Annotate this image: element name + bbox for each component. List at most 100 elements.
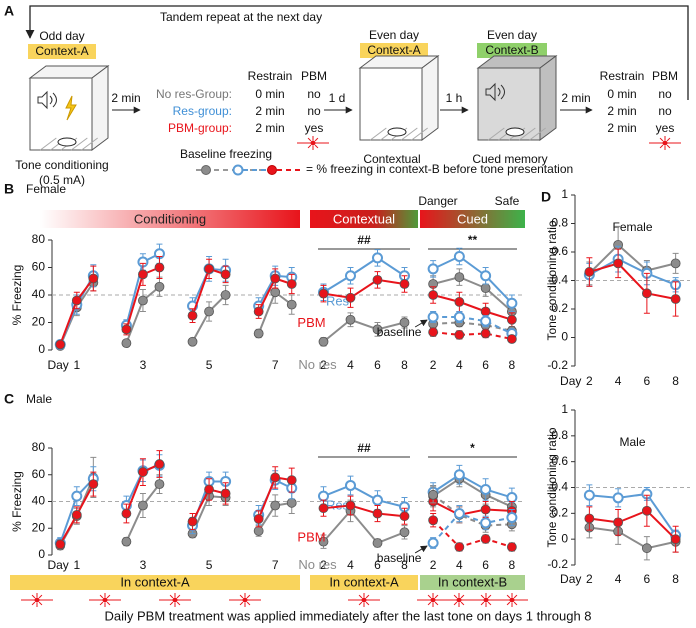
pbm-icon	[246, 594, 251, 599]
data-point	[428, 290, 439, 300]
speaker	[485, 82, 505, 102]
data-point	[670, 258, 681, 269]
shock	[65, 95, 77, 121]
significance: **	[468, 233, 478, 247]
x-tick-label: 6	[374, 358, 381, 372]
pbm-icon	[239, 594, 244, 599]
data-point	[55, 339, 66, 350]
data-point	[454, 272, 465, 283]
y-tick-label: 0	[38, 342, 45, 356]
table-header: Restrain	[600, 69, 645, 83]
data-point	[345, 500, 356, 511]
phase-bar	[40, 210, 300, 228]
x-tick-label: 4	[615, 572, 622, 586]
context-bar	[10, 575, 300, 590]
data-point	[670, 294, 681, 304]
x-tick-label: 1	[73, 558, 80, 572]
pbm-icon	[480, 601, 485, 606]
data-point	[270, 287, 281, 298]
annotation: baseline	[377, 325, 422, 339]
data-point	[613, 517, 624, 528]
repeat-label: Tandem repeat at the next day	[160, 10, 322, 24]
table-cell: 0 min	[607, 87, 636, 101]
table-header: PBM	[301, 69, 327, 83]
step-caption: Cued memory	[472, 152, 547, 166]
data-point	[318, 536, 329, 547]
context-box	[360, 43, 428, 58]
grid-floor	[488, 127, 505, 141]
annotation: baseline	[377, 551, 422, 565]
x-tick-label: 4	[456, 358, 463, 372]
y-tick-label: 80	[32, 440, 46, 454]
series-line	[432, 276, 513, 313]
data-point	[270, 472, 281, 483]
x-tick-label: 5	[206, 358, 213, 372]
data-point	[428, 489, 439, 500]
panel-label: B	[4, 181, 14, 197]
pbm-icon	[427, 594, 432, 599]
data-point	[187, 336, 198, 347]
y-tick-label: 0.4	[551, 480, 568, 494]
pbm-icon	[99, 601, 104, 606]
data-point	[427, 537, 439, 549]
x-tick-label: 2	[430, 358, 437, 372]
arrow-label: 1 d	[329, 91, 346, 105]
y-tick-label: 0.2	[551, 506, 568, 520]
data-point	[71, 509, 82, 520]
series-line	[322, 318, 405, 343]
data-point	[121, 324, 132, 335]
pbm-icon	[169, 594, 174, 599]
data-point	[480, 306, 491, 317]
table-cell: no	[307, 104, 321, 118]
data-point	[584, 267, 595, 277]
pbm-icon	[358, 594, 363, 599]
chart-title: Male	[619, 435, 645, 449]
group-name: No res-Group:	[156, 87, 232, 101]
pbm-icon	[662, 140, 668, 146]
x-tick-label: 8	[509, 558, 516, 572]
data-point	[318, 503, 329, 514]
data-point	[670, 534, 681, 545]
data-point	[480, 283, 491, 294]
y-tick-label: 0.4	[551, 273, 568, 287]
data-point	[204, 484, 214, 495]
series-line	[432, 477, 513, 508]
x-tick-label: 1	[73, 358, 80, 372]
data-point	[480, 270, 492, 282]
data-point	[641, 505, 652, 516]
pbm-icon	[172, 597, 178, 603]
pbm-icon	[453, 594, 458, 599]
panel-label: C	[4, 391, 14, 407]
x-axis-label: Day	[560, 572, 581, 586]
data-point	[480, 517, 492, 529]
step-caption: Tone conditioning	[15, 158, 108, 172]
mouse	[387, 127, 407, 137]
series-label: PBM	[297, 315, 325, 330]
series-line	[432, 473, 513, 499]
series-line	[432, 494, 512, 527]
pbm-icon	[659, 144, 664, 149]
chamber-side	[539, 55, 557, 141]
y-tick-label: -0.2	[547, 557, 568, 571]
chart-title: Female	[612, 220, 652, 234]
pbm-icon	[453, 601, 458, 606]
arrow-label: 2 min	[561, 91, 590, 105]
data-point	[286, 299, 297, 310]
data-point	[399, 511, 410, 522]
series-line	[323, 484, 405, 508]
x-tick-label: 8	[672, 572, 679, 586]
step-caption: (0.5 mA)	[39, 173, 85, 187]
pbm-icon	[106, 601, 111, 606]
pbm-icon	[307, 137, 312, 142]
series-line	[433, 316, 513, 335]
x-tick-label: 6	[644, 572, 651, 586]
context-label: Context-A	[367, 43, 420, 57]
series-label: Res	[326, 498, 350, 513]
data-point	[345, 292, 356, 303]
data-point	[506, 512, 518, 524]
data-point	[454, 296, 465, 307]
pbm-icon	[38, 601, 43, 606]
series-line	[589, 526, 676, 550]
arrow-label: 2 min	[111, 91, 140, 105]
table-cell: yes	[305, 121, 324, 135]
